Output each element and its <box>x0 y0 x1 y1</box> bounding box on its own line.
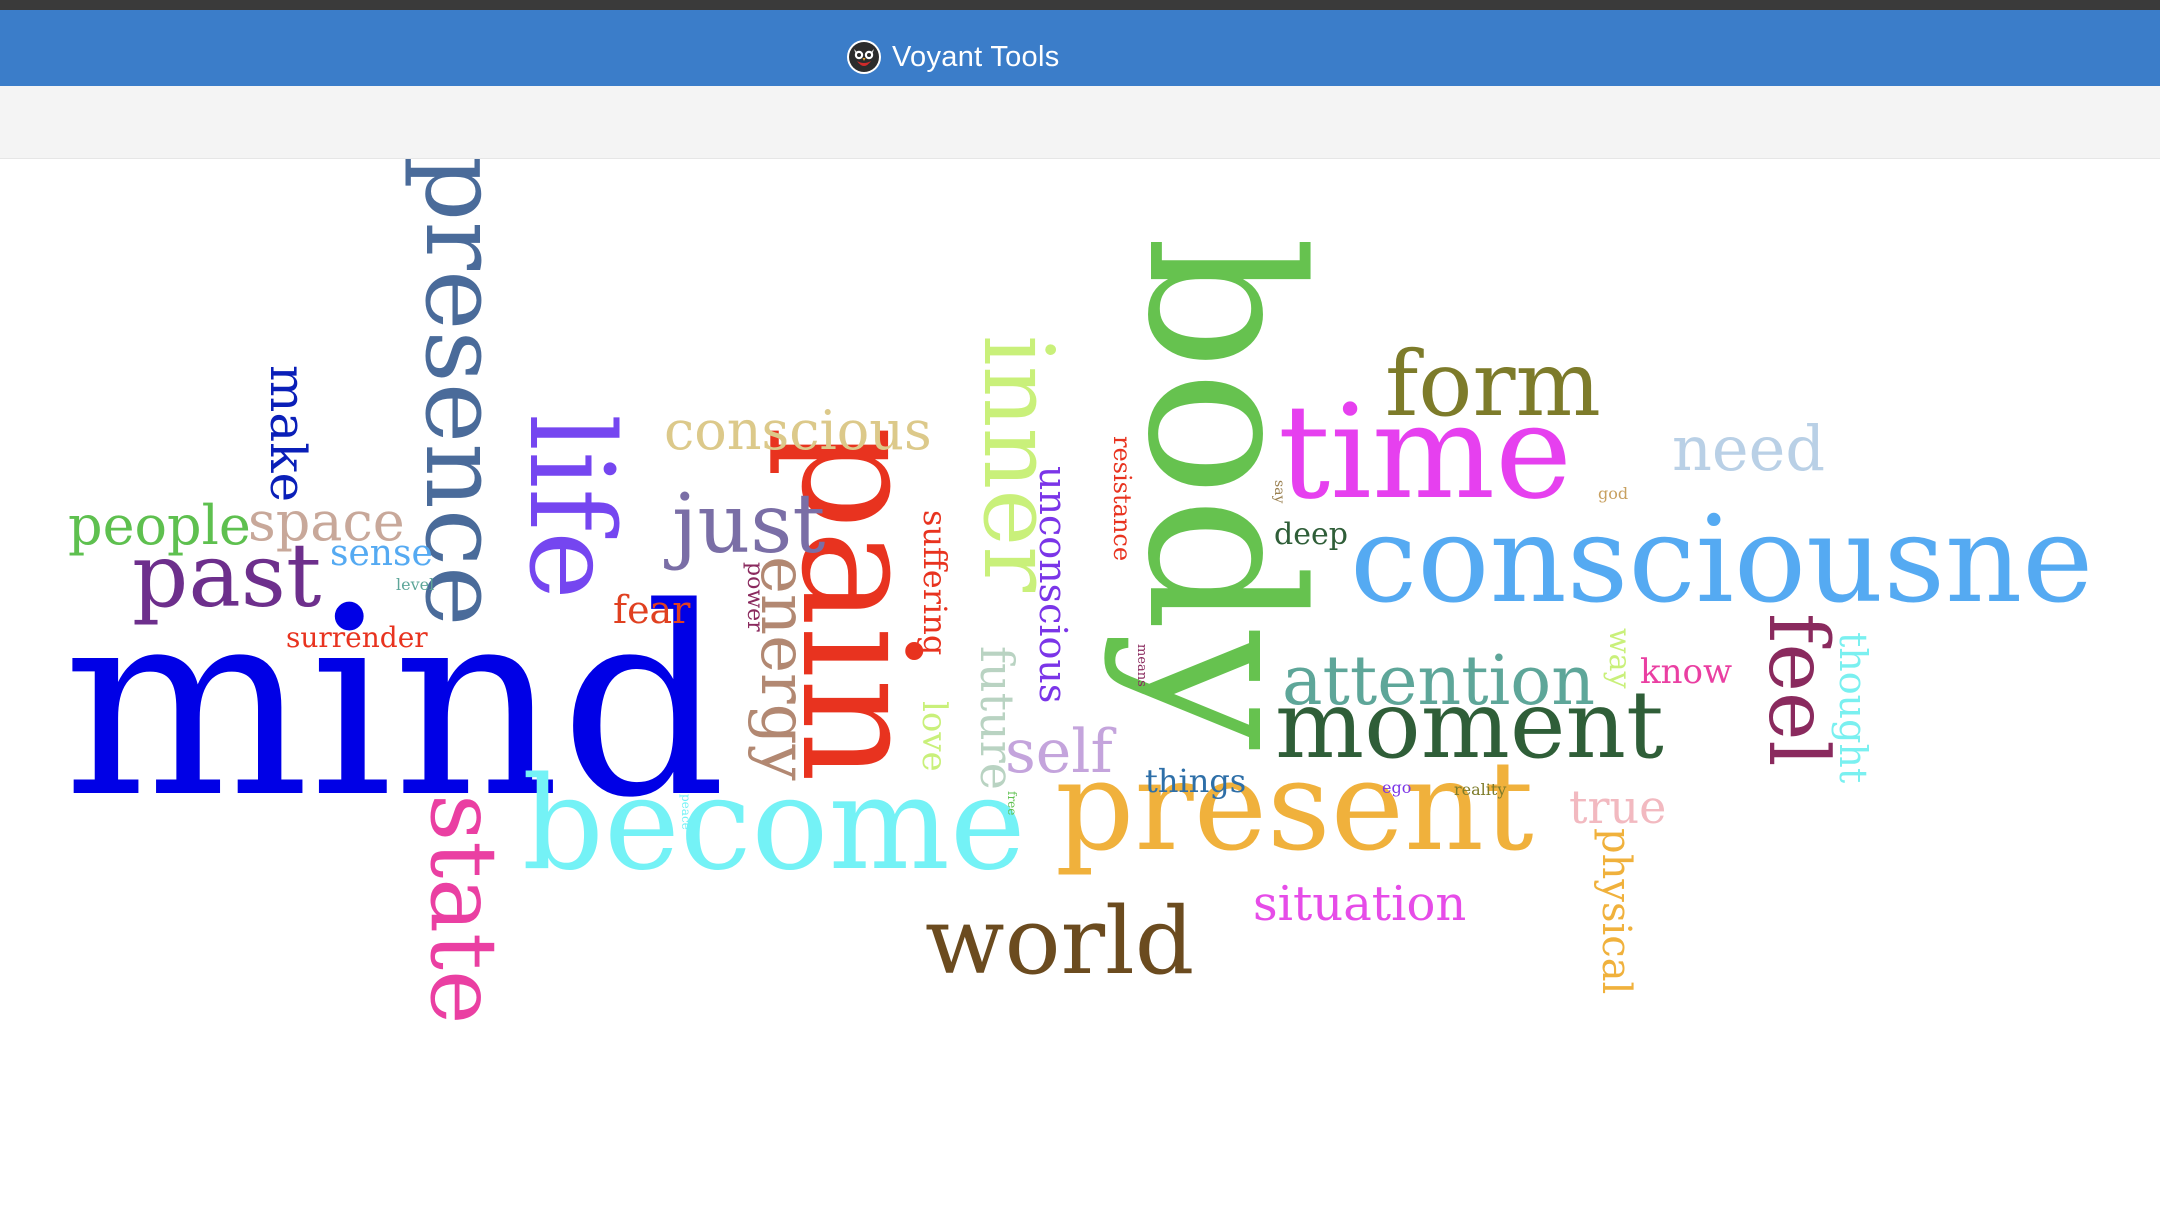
toolbar <box>0 86 2160 159</box>
window-top-edge <box>0 0 2160 10</box>
cloud-word-resistance[interactable]: resistance <box>1108 436 1136 562</box>
app-title: Voyant Tools <box>892 40 1060 73</box>
word-cloud: mind body presence consciousne pain beco… <box>0 158 2160 1220</box>
cloud-word-love[interactable]: love <box>914 701 954 772</box>
cloud-word-become[interactable]: become <box>522 750 1026 899</box>
cloud-word-reality[interactable]: reality <box>1454 780 1507 799</box>
cloud-word-self[interactable]: self <box>1005 717 1113 787</box>
cloud-word-deep[interactable]: deep <box>1274 517 1348 552</box>
cloud-word-people[interactable]: people <box>68 494 251 557</box>
cloud-word-moment[interactable]: moment <box>1275 671 1664 780</box>
cloud-word-time[interactable]: time <box>1278 376 1573 528</box>
cloud-word-past[interactable]: past <box>132 524 322 627</box>
cloud-word-state[interactable]: state <box>410 794 517 1025</box>
cloud-word-level[interactable]: level <box>396 575 435 594</box>
cloud-word-just[interactable]: just <box>672 477 826 572</box>
cloud-word-ego[interactable]: ego <box>1382 778 1412 797</box>
cloud-word-present[interactable]: present <box>1055 735 1534 879</box>
cloud-word-unconscious[interactable]: unconscious <box>1031 466 1075 704</box>
app-header: Voyant Tools <box>0 10 2160 86</box>
cloud-word-sense[interactable]: sense <box>330 533 433 574</box>
cloud-word-fear[interactable]: fear <box>613 588 691 632</box>
cloud-word-know[interactable]: know <box>1640 652 1733 692</box>
voyant-owl-icon <box>847 40 881 74</box>
cloud-word-free[interactable]: free <box>1005 791 1019 816</box>
cloud-word-situation[interactable]: situation <box>1253 876 1467 932</box>
cloud-word-feel[interactable]: feel <box>1750 613 1845 767</box>
cloud-word-things[interactable]: things <box>1145 762 1247 800</box>
cloud-word-attention[interactable]: attention <box>1282 642 1596 721</box>
cloud-word-say[interactable]: say <box>1271 480 1287 504</box>
cloud-word-world[interactable]: world <box>925 887 1195 995</box>
cloud-word-form[interactable]: form <box>1385 332 1601 437</box>
cloud-word-thought[interactable]: thought <box>1831 632 1875 784</box>
cloud-word-mind[interactable]: mind <box>63 553 727 855</box>
cloud-word-physical[interactable]: physical <box>1593 828 1639 995</box>
cloud-word-power[interactable]: power <box>742 562 767 632</box>
cloud-word-suffering[interactable]: suffering <box>916 510 954 656</box>
brand-link[interactable]: Voyant Tools <box>846 37 1060 77</box>
cloud-word-life[interactable]: life <box>503 414 638 600</box>
cloud-word-conscious[interactable]: conscious <box>664 399 932 462</box>
cloud-word-surrender[interactable]: surrender <box>286 621 428 654</box>
cloud-word-god[interactable]: god <box>1598 484 1629 503</box>
cloud-word-future[interactable]: future <box>970 646 1024 790</box>
cloud-word-consciousne[interactable]: consciousne <box>1350 491 2094 630</box>
cloud-word-make[interactable]: make <box>259 365 317 503</box>
cloud-word-peace[interactable]: peace <box>679 794 693 830</box>
cloud-word-means[interactable]: means <box>1134 644 1149 687</box>
cloud-word-way[interactable]: way <box>1602 628 1637 689</box>
cloud-word-need[interactable]: need <box>1672 412 1826 485</box>
cloud-word-space[interactable]: space <box>248 490 405 553</box>
cloud-word-true[interactable]: true <box>1569 780 1667 834</box>
